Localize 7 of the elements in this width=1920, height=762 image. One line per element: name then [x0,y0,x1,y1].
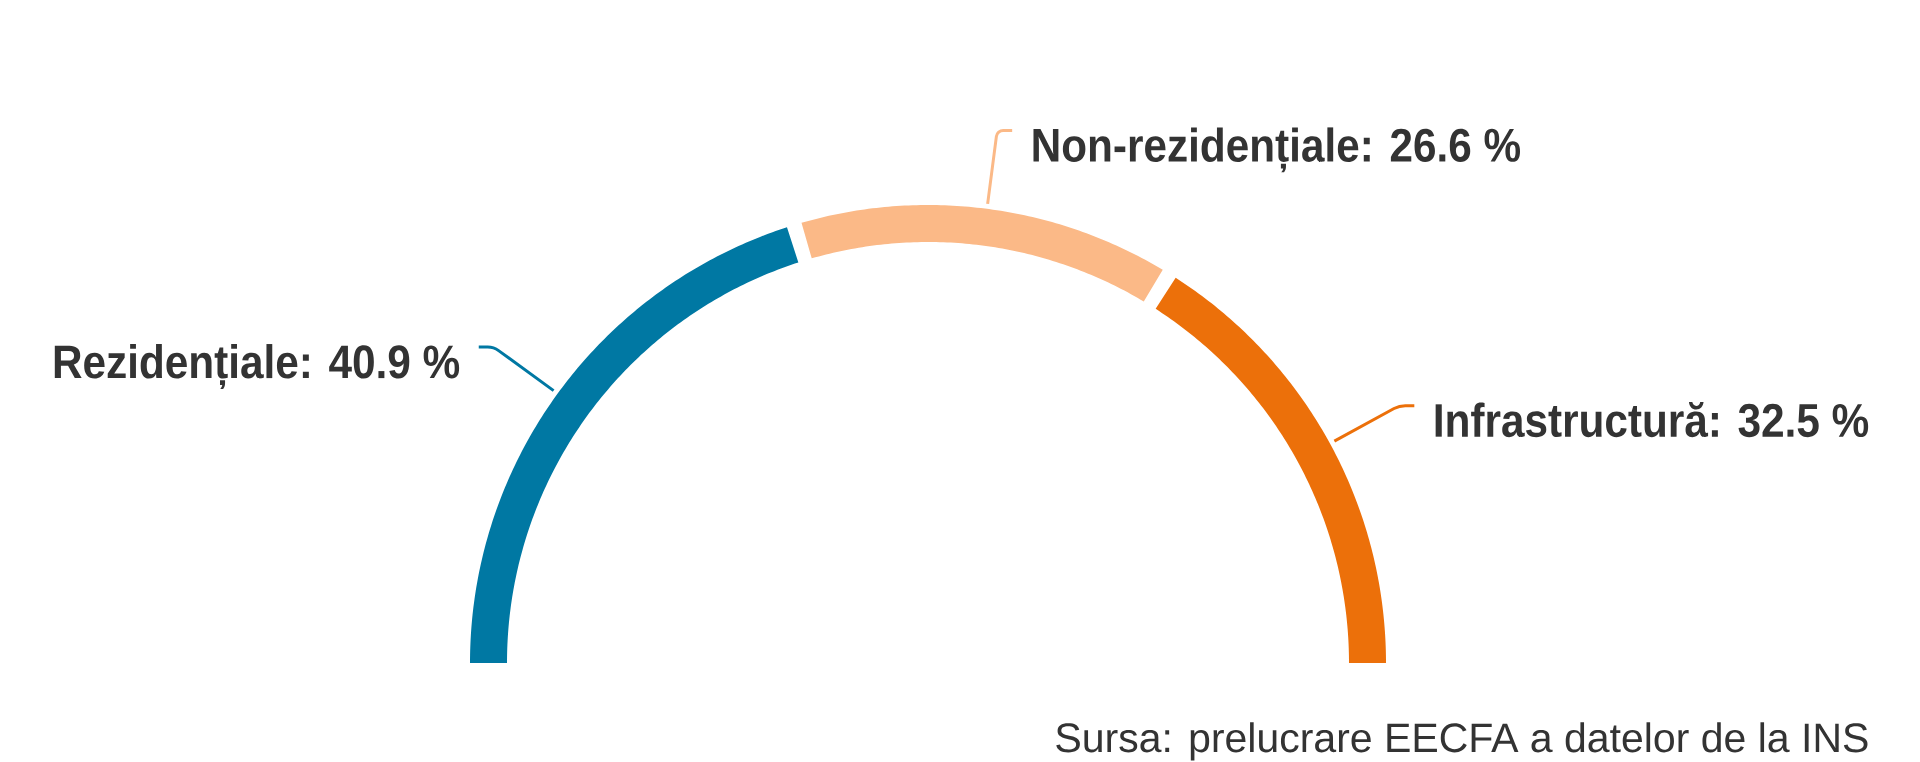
slice-label: Rezidențiale [54,344,298,389]
slice-label: Infrastructură [1435,402,1709,438]
data-label: : 40.9 % [302,345,460,379]
data-label: : 32.5 % [1711,403,1869,438]
text: Sursa: prelucrare EECFA a datelor de la INS [1056,722,1868,761]
data-label: : 26.6 % [1363,128,1521,162]
slice-label: Non-rezidențiale [1033,127,1359,173]
